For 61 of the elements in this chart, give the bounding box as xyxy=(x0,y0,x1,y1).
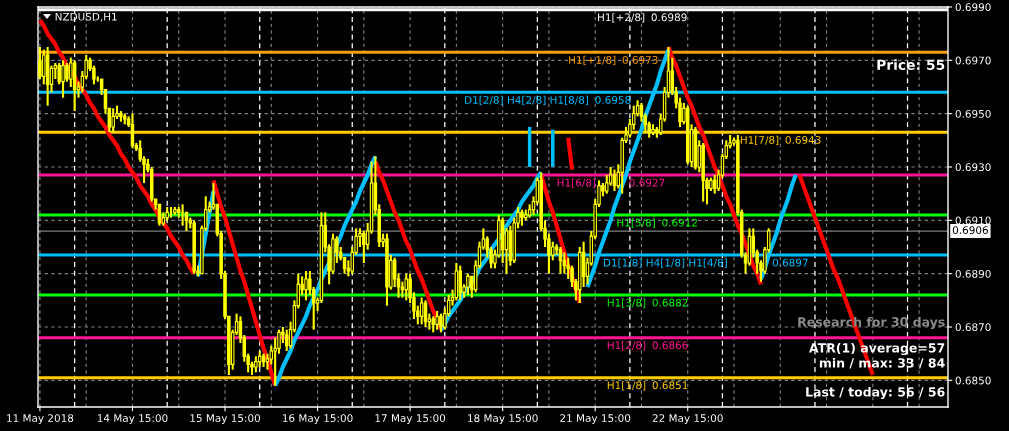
x-tick-label: 18 May 15:00 xyxy=(468,414,538,425)
ref-line-label: H1[+1/8] xyxy=(569,55,616,66)
candlestick xyxy=(562,251,567,275)
ref-line-label: D1[1/8] H4[1/8] H1[4/8] xyxy=(603,258,727,268)
chart-title: NZDUSD,H1 xyxy=(55,12,117,22)
annotation: 0.6943 xyxy=(785,135,821,144)
candlestick xyxy=(551,240,555,262)
x-tick-label: 15 May 15:00 xyxy=(190,414,261,425)
ref-line-label: H1[1/8] xyxy=(607,381,646,391)
ref-line-label: H1[3/8] xyxy=(607,298,646,308)
annotation: 0.6866 xyxy=(652,341,688,350)
candlestick xyxy=(419,296,424,326)
x-tick-label: 17 May 15:00 xyxy=(375,414,446,425)
candlestick xyxy=(712,173,717,195)
y-tick-label: 0.6950 xyxy=(955,109,991,118)
annotation: Last / today: 56 / 56 xyxy=(806,386,945,400)
y-tick-label: 0.6930 xyxy=(955,163,991,172)
candlestick xyxy=(439,312,443,334)
ref-line-label: H1[2/8] xyxy=(607,341,646,351)
candlestick xyxy=(404,272,408,302)
annotation: Price: 55 xyxy=(877,59,945,71)
candlestick xyxy=(304,269,308,302)
annotation: 0.6851 xyxy=(652,381,688,390)
candlestick xyxy=(111,107,115,134)
x-tick-label: 14 May 15:00 xyxy=(97,414,168,425)
annotation: 0.6912 xyxy=(662,218,697,227)
candlestick xyxy=(69,56,73,89)
candlestick xyxy=(435,309,439,331)
x-tick-label: 16 May 15:00 xyxy=(282,414,353,425)
candlestick xyxy=(57,61,61,86)
y-tick-label: 0.6890 xyxy=(955,269,991,278)
annotation: 0.6958 xyxy=(595,95,631,104)
ref-line-label: H1[7/8] xyxy=(740,135,779,146)
y-tick-label: 0.6850 xyxy=(955,376,991,385)
ref-line-label: H1[+2/8] xyxy=(598,13,645,23)
annotation: 0.6989 xyxy=(651,13,687,22)
candlestick xyxy=(558,245,563,275)
x-tick-label: 21 May 15:00 xyxy=(560,414,631,425)
ref-line-label: H1[6/8] xyxy=(557,178,596,188)
x-tick-label: 22 May 15:00 xyxy=(652,414,723,425)
candlestick xyxy=(38,45,42,81)
y-tick-label: 0.6990 xyxy=(955,3,991,12)
y-tick-label: 0.6870 xyxy=(955,323,991,332)
candlestick xyxy=(284,328,289,353)
annotation: 0.6973 xyxy=(622,55,658,64)
candlestick xyxy=(362,229,366,265)
candlestick xyxy=(61,59,65,99)
candlestick xyxy=(612,168,617,193)
ref-line-label: H1[5/8] xyxy=(617,218,655,228)
annotation: 0.6897 xyxy=(772,258,808,267)
annotation: 0.6906 xyxy=(952,226,988,235)
y-tick-label: 0.6970 xyxy=(955,56,991,65)
candlestick xyxy=(458,264,462,302)
y-tick-label: 0.6910 xyxy=(955,216,991,225)
annotation: 0.6927 xyxy=(629,178,665,187)
candlestick xyxy=(65,61,69,83)
candlestick xyxy=(466,272,470,297)
ref-line-label: D1[2/8] H4[2/8] H1[8/8] xyxy=(465,95,589,106)
candlestick xyxy=(42,48,46,86)
annotation: 0.6882 xyxy=(652,298,688,307)
x-tick-label: 11 May 2018 xyxy=(7,414,74,425)
